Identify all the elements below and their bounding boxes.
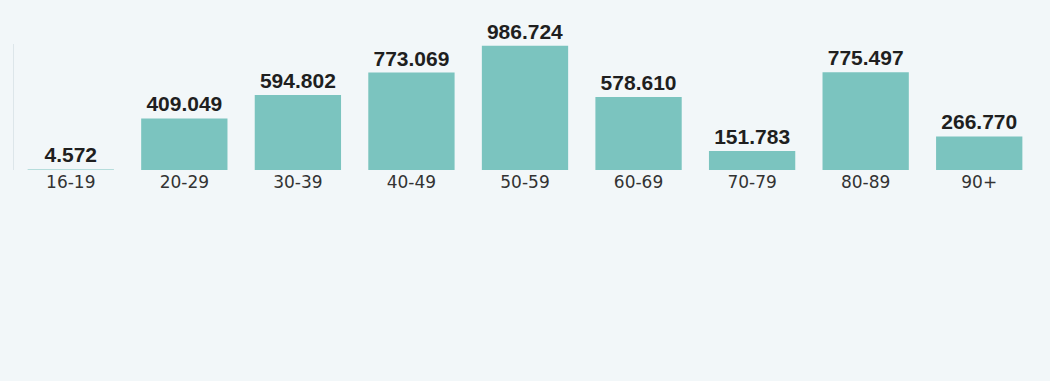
svg-text:16-19: 16-19 bbox=[46, 172, 95, 192]
svg-text:70-79: 70-79 bbox=[727, 172, 776, 192]
svg-text:4.572: 4.572 bbox=[44, 143, 97, 166]
svg-text:775.497: 775.497 bbox=[828, 46, 904, 69]
svg-text:20-29: 20-29 bbox=[160, 172, 209, 192]
svg-text:90+: 90+ bbox=[961, 172, 997, 192]
svg-text:80-89: 80-89 bbox=[841, 172, 890, 192]
svg-text:266.770: 266.770 bbox=[941, 110, 1017, 133]
svg-text:50-59: 50-59 bbox=[500, 172, 549, 192]
svg-text:594.802: 594.802 bbox=[260, 69, 336, 92]
svg-text:40-49: 40-49 bbox=[387, 172, 436, 192]
svg-text:60-69: 60-69 bbox=[614, 172, 663, 192]
svg-text:578.610: 578.610 bbox=[601, 71, 677, 94]
svg-text:30-39: 30-39 bbox=[273, 172, 322, 192]
svg-text:773.069: 773.069 bbox=[373, 47, 449, 70]
svg-text:151.783: 151.783 bbox=[714, 125, 790, 148]
svg-text:986.724: 986.724 bbox=[487, 20, 563, 43]
svg-text:409.049: 409.049 bbox=[146, 92, 222, 115]
